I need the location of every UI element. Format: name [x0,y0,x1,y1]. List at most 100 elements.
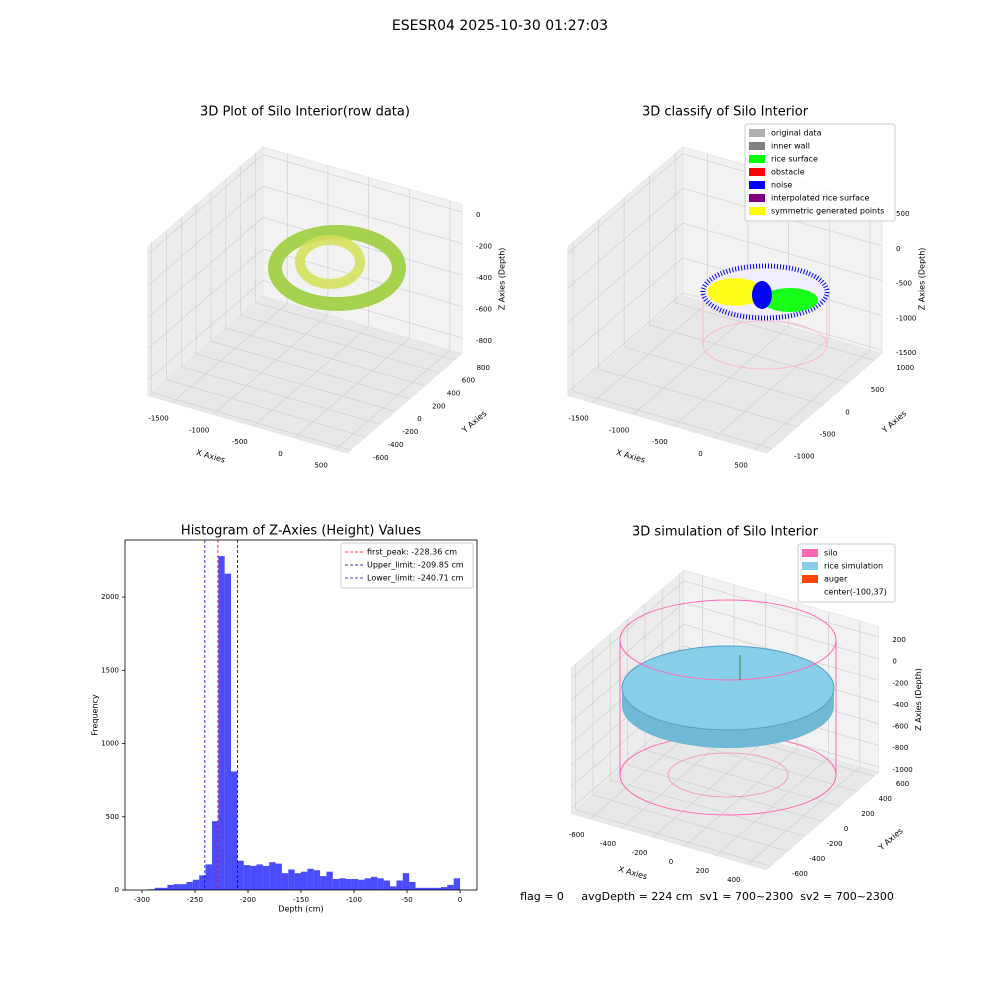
legend-swatch [749,142,765,150]
chart-title: 3D Plot of Silo Interior(row data) [200,105,410,120]
bar [211,821,219,890]
x-tick-label: -1000 [189,426,209,434]
point-cloud [707,278,763,306]
y-tick-label: 1000 [896,364,914,372]
legend-swatch [802,575,818,583]
rice-simulation [622,688,834,748]
x-tick-label: 0 [458,896,462,904]
x-tick-label: -200 [632,849,648,857]
grid-line [610,779,806,837]
bar [237,860,244,890]
bar [250,865,257,890]
y-axis-label: Y Axies [460,409,489,435]
grid-line [598,368,798,428]
point-cloud [752,281,772,309]
z-tick-label: -200 [476,242,492,250]
x-tick-label: -100 [346,896,362,904]
z-tick-label: -800 [476,337,492,345]
y-tick-label: 0 [844,825,848,833]
bar [351,879,359,890]
grid-line [571,623,685,722]
grid-line [334,349,451,450]
grid-line [682,222,883,282]
grid-line [592,794,788,852]
legend-swatch [749,129,765,137]
bar [383,880,391,890]
bar [186,881,193,890]
y-tick-label: 500 [871,386,884,394]
y-tick-label: 600 [896,780,909,788]
grid-line [240,315,440,374]
point-cloud [268,225,406,311]
grid-line [754,349,871,450]
grid-line [649,324,849,383]
x-tick-label: 0 [669,858,673,866]
bar [453,878,461,890]
y-tick-label: -400 [809,855,825,863]
grid-line [181,366,381,425]
bar [428,887,435,890]
figure-title: ESESR04 2025-10-30 01:27:03 [392,18,608,34]
x-tick-label: -1500 [568,415,588,423]
bar [218,556,225,890]
x-tick-label: -500 [232,438,248,446]
bar [262,865,270,890]
grid-line [147,154,264,255]
bar [288,869,295,890]
axes-foreground: -1500-1000-5000500-600-400-2000200400600… [91,105,927,914]
x-tick-label: -150 [293,896,309,904]
grid-line [567,292,684,393]
z-axis-label: Z Axies (Depth) [918,248,927,311]
grid-line [644,749,840,807]
z-tick-label: 500 [896,210,909,218]
grid-line [572,390,773,450]
y-tick-label: -200 [402,428,418,436]
grid-line [262,185,463,244]
x-axis-label: X Axies [615,448,646,465]
legend-box [340,542,474,589]
chart-title: Histogram of Z-Axies (Height) Values [181,524,421,539]
bar [421,887,429,890]
legend-box [797,543,896,603]
legend-swatch [749,181,765,189]
grid-line [675,302,875,361]
y-tick-label: 400 [879,795,892,803]
legend-label: Upper_limit: -209.85 cm [367,561,464,570]
z-tick-label: -800 [892,744,908,752]
legend-swatch [802,588,818,596]
legend-label: original data [771,129,822,138]
legend-label: rice simulation [824,562,883,571]
x-tick-label: -600 [569,831,585,839]
bar [326,871,333,890]
pane [567,295,883,454]
legend-label: Lower_limit: -240.71 cm [367,574,464,583]
bar [434,887,441,890]
legend-label: center(-100,37) [824,588,887,597]
legend-label: first_peak: -228.36 cm [367,548,457,557]
y-tick-label: 0 [115,886,119,894]
bar [332,879,340,890]
legend-swatch [749,194,765,202]
z-tick-label: -400 [476,274,492,282]
bar [402,873,410,890]
bar [447,884,454,890]
y-tick-label: 1000 [101,740,119,748]
z-axis-label: Z Axies (Depth) [498,248,507,311]
y-tick-label: -400 [388,441,404,449]
bar [154,887,162,890]
legend-label: interpolated rice surface [771,194,869,203]
legend-box [744,123,896,222]
x-tick-label: -1500 [148,415,168,423]
z-tick-label: 0 [476,211,480,219]
z-tick-label: 200 [892,636,905,644]
axes-frame [124,539,478,891]
y-tick-label: 0 [845,408,849,416]
grid-line [567,257,684,358]
legend-swatch [802,549,818,557]
y-axis-label: Y Axies [880,409,909,435]
grid-line [571,580,685,679]
grid-line [575,809,771,867]
legend-label: symmetric generated points [771,207,884,216]
bar [364,878,371,890]
x-tick-label: 500 [314,462,327,470]
